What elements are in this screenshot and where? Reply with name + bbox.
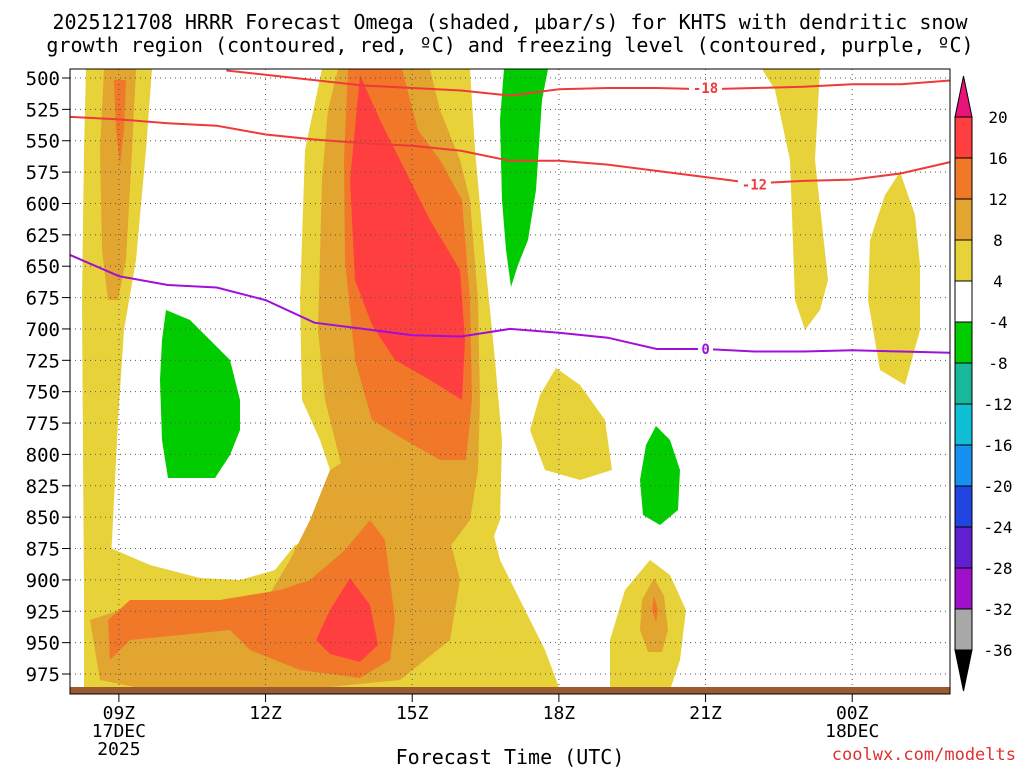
x-tick-label: 09Z (103, 703, 136, 724)
colorbar-label: -16 (984, 436, 1013, 455)
omega-region-col-b-16 (350, 75, 465, 400)
colorbar-bottom-arrow (954, 649, 973, 692)
y-tick-label: 850 (26, 507, 60, 529)
omega-region-col-a-12 (114, 80, 126, 165)
omega-region-20z-lobe-12 (652, 596, 658, 622)
colorbar-swatch (954, 116, 973, 159)
colorbar-label: -20 (984, 477, 1013, 496)
terrain-strip (70, 687, 950, 694)
omega-region-0130z-lobe-4 (868, 172, 920, 385)
colorbar-label: 8 (993, 231, 1003, 250)
x-tick-label: 15Z (396, 703, 429, 724)
colorbar-swatch (954, 526, 973, 569)
contour--12 (69, 115, 951, 185)
y-tick-label: 600 (26, 193, 60, 215)
colorbar-label: -32 (984, 600, 1013, 619)
colorbar-top-arrow (954, 75, 973, 118)
grid-lines (70, 69, 950, 694)
colorbar-swatch (954, 608, 973, 651)
x-tick-label: 00Z (836, 703, 869, 724)
x-tick-date: 18DEC (825, 721, 879, 742)
colorbar-swatch (954, 321, 973, 364)
contour-label: 0 (701, 342, 709, 358)
y-tick-label: 725 (26, 350, 60, 372)
contour-label-bg (737, 176, 771, 193)
chart-title-line2: growth region (contoured, red, ºC) and f… (46, 33, 973, 57)
omega-shading-layer (82, 69, 920, 690)
colorbar: 20 16 12 8 4 -4 -8 -12 -16 -20 -24 -28 -32 -36 (954, 75, 1013, 692)
x-tick-label: 18Z (543, 703, 576, 724)
contour-0 (69, 253, 951, 354)
omega-region-2330z-plume-4 (762, 69, 828, 330)
contour-label-layer: -18 -12 0 (689, 80, 771, 358)
y-tick-label: 525 (26, 99, 60, 121)
y-tick-label: 625 (26, 225, 60, 247)
colorbar-swatch (954, 485, 973, 528)
colorbar-swatch (954, 280, 973, 323)
y-tick-label: 800 (26, 444, 60, 466)
y-tick-label: 500 (26, 68, 60, 90)
colorbar-label: -28 (984, 559, 1013, 578)
y-axis: 500 525 550 575 600 625 650 675 700 725 750 775 800 8… (26, 68, 70, 686)
y-tick-label: 700 (26, 319, 60, 341)
y-tick-label: 900 (26, 570, 60, 592)
colorbar-swatch (954, 239, 973, 282)
y-tick-label: 875 (26, 539, 60, 561)
colorbar-label: 16 (988, 149, 1007, 168)
x-tick-date: 17DEC (92, 721, 146, 742)
contour-label: -12 (742, 178, 767, 194)
contour-label-bg (698, 341, 714, 358)
contour--18 (226, 69, 951, 97)
y-tick-label: 675 (26, 288, 60, 310)
y-tick-label: 925 (26, 601, 60, 623)
y-tick-label: 775 (26, 413, 60, 435)
omega-region-20z-sink (640, 426, 680, 525)
chart-title-line1: 2025121708 HRRR Forecast Omega (shaded, … (52, 10, 968, 34)
colorbar-swatch (954, 362, 973, 405)
omega-region-18z-lobe-4 (530, 368, 612, 480)
colorbar-label: -8 (988, 354, 1007, 373)
plot-area: -18 -12 0 (69, 68, 951, 695)
colorbar-label: -4 (988, 313, 1007, 332)
contour-layer (69, 69, 951, 354)
colorbar-label: 4 (993, 272, 1003, 291)
colorbar-label: -12 (984, 395, 1013, 414)
y-tick-label: 975 (26, 664, 60, 686)
y-tick-label: 750 (26, 382, 60, 404)
y-tick-label: 950 (26, 633, 60, 655)
omega-region-1030z-sink (160, 310, 240, 478)
omega-region-lowlevel-b-16 (316, 578, 378, 662)
y-tick-label: 825 (26, 476, 60, 498)
omega-region-col-a-4 (82, 69, 152, 690)
colorbar-swatch (954, 567, 973, 610)
credit-text: coolwx.com/modelts (832, 745, 1016, 765)
contour-label-bg (689, 80, 723, 97)
colorbar-label: -36 (984, 641, 1013, 660)
x-tick-label: 21Z (689, 703, 722, 724)
x-axis-label: Forecast Time (UTC) (396, 745, 625, 768)
omega-region-17z-sink (500, 69, 548, 287)
y-tick-label: 575 (26, 162, 60, 184)
y-tick-label: 650 (26, 256, 60, 278)
colorbar-swatch (954, 403, 973, 446)
colorbar-swatch (954, 444, 973, 487)
plot-frame (69, 68, 951, 695)
contour-label: -18 (693, 81, 718, 97)
colorbar-label: 20 (988, 108, 1007, 127)
colorbar-swatch (954, 198, 973, 241)
colorbar-label: 12 (988, 190, 1007, 209)
x-tick-label: 12Z (249, 703, 282, 724)
omega-region-col-a-8 (100, 69, 136, 300)
colorbar-label: -24 (984, 518, 1013, 537)
x-tick-year: 2025 (97, 739, 140, 760)
y-tick-label: 550 (26, 131, 60, 153)
colorbar-swatch (954, 157, 973, 200)
